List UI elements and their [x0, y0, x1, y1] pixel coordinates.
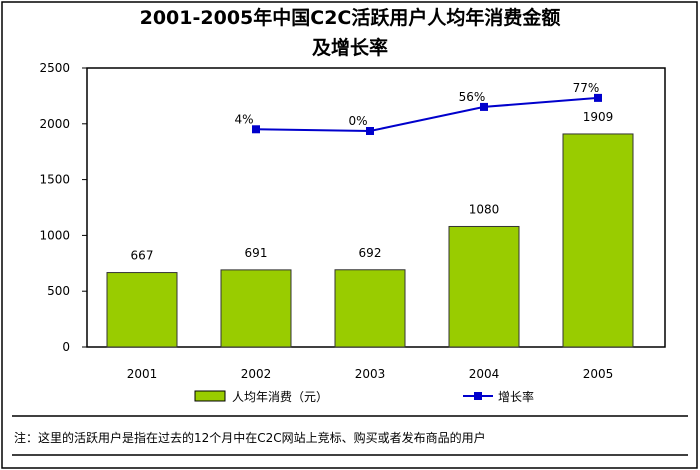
growth-label: 56%: [459, 90, 486, 104]
chart-subtitle: 及增长率: [312, 36, 388, 59]
growth-marker: [366, 127, 374, 135]
legend-line-label: 增长率: [498, 389, 534, 404]
bar: [562, 133, 634, 348]
y-tick-label: 0: [62, 340, 70, 354]
chart-title: 2001-2005年中国C2C活跃用户人均年消费金额: [140, 6, 561, 29]
y-tick-label: 500: [47, 284, 70, 298]
growth-label: 4%: [234, 112, 253, 126]
growth-label: 77%: [573, 81, 600, 95]
y-tick-label: 2000: [39, 117, 70, 131]
bar-value-label: 692: [359, 246, 382, 260]
growth-marker: [252, 125, 260, 134]
bar-value-label: 691: [245, 246, 268, 260]
x-tick-label: 2001: [127, 367, 158, 381]
legend-line-marker: [474, 392, 482, 400]
y-tick-label: 2500: [39, 61, 70, 75]
growth-line: [255, 96, 599, 133]
x-tick-label: 2004: [469, 367, 500, 381]
growth-marker: [480, 102, 488, 111]
growth-label: 0%: [348, 114, 367, 128]
legend-bar-label: 人均年消费（元）: [232, 390, 328, 404]
bar: [220, 269, 292, 348]
bar: [448, 225, 520, 348]
bar: [106, 272, 178, 348]
footnote: 注：这里的活跃用户是指在过去的12个月中在C2C网站上竞标、购买或者发布商品的用…: [14, 430, 486, 445]
y-tick-label: 1500: [39, 173, 70, 187]
x-tick-label: 2003: [355, 367, 386, 381]
growth-marker: [594, 93, 602, 102]
y-tick-label: 1000: [39, 228, 70, 242]
x-tick-label: 2002: [241, 367, 272, 381]
x-tick-label: 2005: [583, 367, 614, 381]
bar-value-label: 667: [131, 249, 154, 263]
bar: [334, 269, 406, 348]
legend-bar-swatch: [194, 390, 226, 402]
bar-value-label: 1909: [583, 110, 614, 124]
bar-value-label: 1080: [469, 202, 500, 216]
